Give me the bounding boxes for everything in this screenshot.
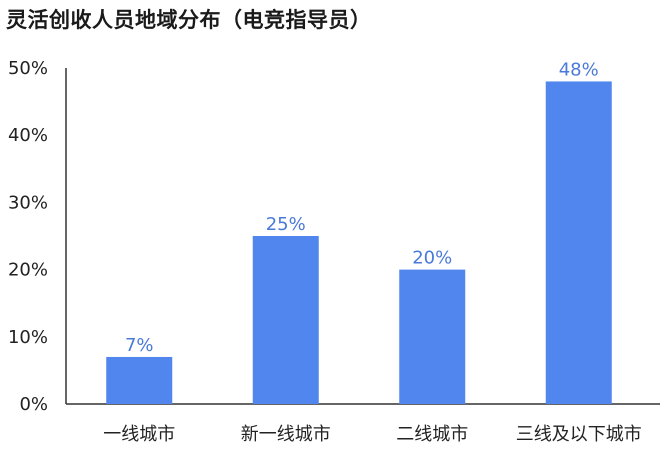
bar bbox=[545, 81, 612, 404]
y-tick-label: 0% bbox=[19, 394, 48, 415]
data-label: 7% bbox=[125, 335, 154, 356]
bar bbox=[252, 236, 319, 404]
y-tick-label: 20% bbox=[8, 260, 48, 281]
category-label: 新一线城市 bbox=[241, 424, 331, 445]
bar bbox=[399, 269, 466, 404]
data-labels: 7% 25% 20% 48% bbox=[125, 59, 599, 356]
y-tick-label: 40% bbox=[8, 125, 48, 146]
chart-title: 灵活创收人员地域分布（电竞指导员） bbox=[6, 8, 372, 32]
bar bbox=[106, 356, 173, 404]
y-tick-label: 30% bbox=[8, 192, 48, 213]
category-labels: 一线城市 新一线城市 二线城市 三线及以下城市 bbox=[103, 424, 642, 445]
bars bbox=[106, 81, 612, 404]
y-tick-label: 10% bbox=[8, 327, 48, 348]
category-label: 三线及以下城市 bbox=[516, 424, 642, 445]
data-label: 20% bbox=[412, 248, 452, 269]
data-label: 48% bbox=[559, 59, 599, 80]
y-tick-labels: 0% 10% 20% 30% 40% 50% bbox=[8, 58, 48, 415]
category-label: 二线城市 bbox=[396, 424, 468, 445]
data-label: 25% bbox=[266, 214, 306, 235]
category-label: 一线城市 bbox=[103, 424, 175, 445]
y-tick-label: 50% bbox=[8, 58, 48, 79]
